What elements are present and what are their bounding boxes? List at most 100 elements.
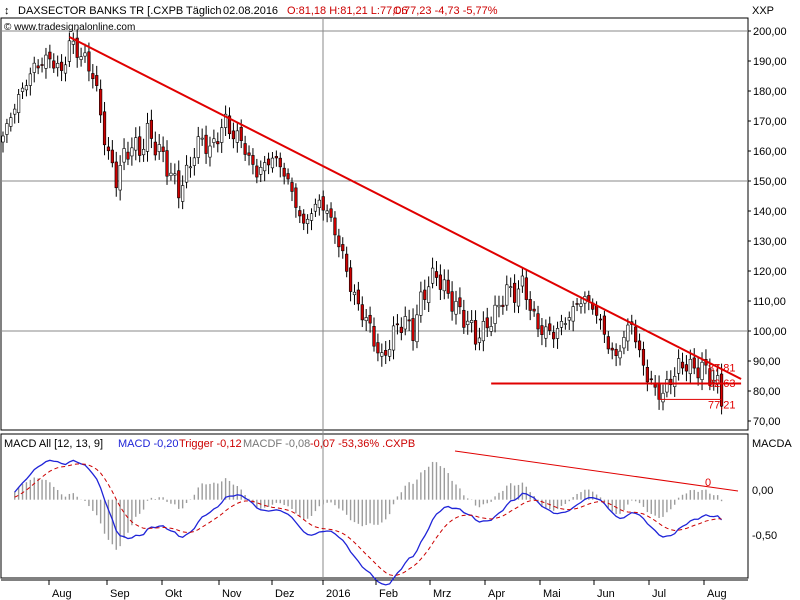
candle-body bbox=[294, 187, 298, 208]
candle-body bbox=[134, 137, 138, 151]
candle-body bbox=[462, 309, 466, 328]
x-month-label: Feb bbox=[379, 588, 398, 600]
candle-body bbox=[692, 357, 696, 369]
candle-body bbox=[153, 141, 157, 156]
candle-body bbox=[505, 284, 509, 306]
price-label-77-21: 77,21 bbox=[708, 399, 736, 411]
candle-body bbox=[52, 60, 56, 69]
candle-body bbox=[489, 326, 493, 332]
candle-body bbox=[419, 291, 423, 316]
candle-body bbox=[637, 340, 642, 351]
x-month-label: Sep bbox=[110, 588, 130, 600]
y-tick-label: 150,00 bbox=[753, 176, 787, 188]
candle-body bbox=[575, 303, 579, 305]
candle-body bbox=[309, 213, 314, 221]
change-label: C:77,23 -4,73 -5,77% bbox=[393, 5, 498, 17]
candle-body bbox=[348, 267, 353, 292]
instrument-name: DAXSECTOR BANKS TR [.CXPB bbox=[18, 5, 183, 17]
candle-body bbox=[306, 218, 310, 224]
y-tick-label: 120,00 bbox=[753, 266, 787, 278]
candle-body bbox=[544, 326, 548, 339]
candle-body bbox=[95, 75, 99, 86]
candle-body bbox=[594, 305, 599, 316]
trigger-value: Trigger -0,12 bbox=[179, 438, 242, 450]
candle-body bbox=[520, 275, 524, 287]
macd-right-label: MACDA bbox=[752, 438, 792, 450]
candle-body bbox=[688, 358, 692, 375]
candle-body bbox=[360, 304, 364, 321]
trigger-line bbox=[14, 463, 722, 577]
x-month-label: Dez bbox=[275, 588, 295, 600]
candle-body bbox=[641, 348, 646, 366]
candle-body bbox=[227, 115, 232, 135]
candle-body bbox=[372, 326, 376, 347]
candle-body bbox=[380, 352, 384, 357]
candle-body bbox=[661, 392, 665, 403]
candle-body bbox=[677, 358, 681, 374]
candle-body bbox=[114, 161, 118, 189]
candle-body bbox=[208, 145, 212, 158]
candle-body bbox=[680, 361, 685, 369]
y-tick-label: 140,00 bbox=[753, 206, 787, 218]
candle-body bbox=[48, 51, 52, 60]
candle-body bbox=[333, 217, 337, 236]
currency-label: XXP bbox=[752, 5, 774, 17]
period-label: Täglich bbox=[186, 5, 221, 17]
candle-body bbox=[251, 155, 255, 165]
candle-body bbox=[364, 317, 368, 322]
candle-body bbox=[606, 336, 610, 350]
candle-body bbox=[548, 323, 552, 331]
candle-body bbox=[204, 134, 208, 154]
x-month-label: Aug bbox=[707, 588, 727, 600]
macd-zero-marker: 0 bbox=[705, 477, 711, 489]
candle-body bbox=[329, 208, 333, 218]
downtrend-line bbox=[68, 36, 742, 380]
candle-body bbox=[224, 113, 228, 128]
y-tick-label: 80,00 bbox=[753, 386, 781, 398]
candle-body bbox=[712, 380, 716, 383]
candle-body bbox=[434, 271, 439, 278]
candle-body bbox=[266, 158, 271, 166]
candle-body bbox=[649, 378, 653, 381]
candle-body bbox=[247, 152, 251, 156]
candle-body bbox=[63, 64, 68, 74]
candle-body bbox=[384, 350, 388, 356]
candle-body bbox=[235, 130, 239, 143]
candle-body bbox=[313, 203, 318, 212]
candle-body bbox=[532, 308, 536, 312]
candle-body bbox=[188, 166, 193, 169]
macd-change: -0,07 -53,36% .CXPB bbox=[310, 438, 415, 450]
header-arrow: ↕ bbox=[4, 5, 10, 17]
candle-body bbox=[102, 111, 107, 146]
candle-body bbox=[708, 368, 712, 386]
candle-body bbox=[138, 136, 142, 156]
y-tick-label: 100,00 bbox=[753, 326, 787, 338]
candle-body bbox=[587, 295, 591, 301]
candle-body bbox=[407, 319, 411, 322]
candle-body bbox=[528, 299, 532, 311]
candle-body bbox=[337, 235, 341, 248]
candle-body bbox=[122, 148, 126, 163]
candle-body bbox=[110, 149, 114, 164]
candle-body bbox=[614, 348, 618, 356]
candle-body bbox=[200, 137, 204, 140]
candle-body bbox=[99, 88, 103, 116]
candle-body bbox=[552, 332, 556, 340]
candle-body bbox=[149, 119, 154, 139]
candle-body bbox=[466, 320, 470, 325]
candle-body bbox=[165, 150, 169, 177]
candle-body bbox=[477, 337, 482, 343]
candle-body bbox=[290, 182, 294, 192]
candle-body bbox=[341, 244, 345, 252]
price-y-axis: 200,00 190,00 180,00 170,00 160,00 150,00 140,… bbox=[748, 26, 787, 428]
candle-body bbox=[282, 167, 286, 177]
candle-body bbox=[216, 141, 220, 145]
candle-body bbox=[181, 185, 185, 202]
candle-body bbox=[24, 85, 29, 91]
candle-body bbox=[516, 288, 521, 307]
candle-body bbox=[555, 328, 560, 339]
candle-body bbox=[1, 135, 5, 143]
candle-body bbox=[130, 147, 134, 157]
candle-body bbox=[430, 267, 435, 284]
y-tick-label: 160,00 bbox=[753, 146, 787, 158]
